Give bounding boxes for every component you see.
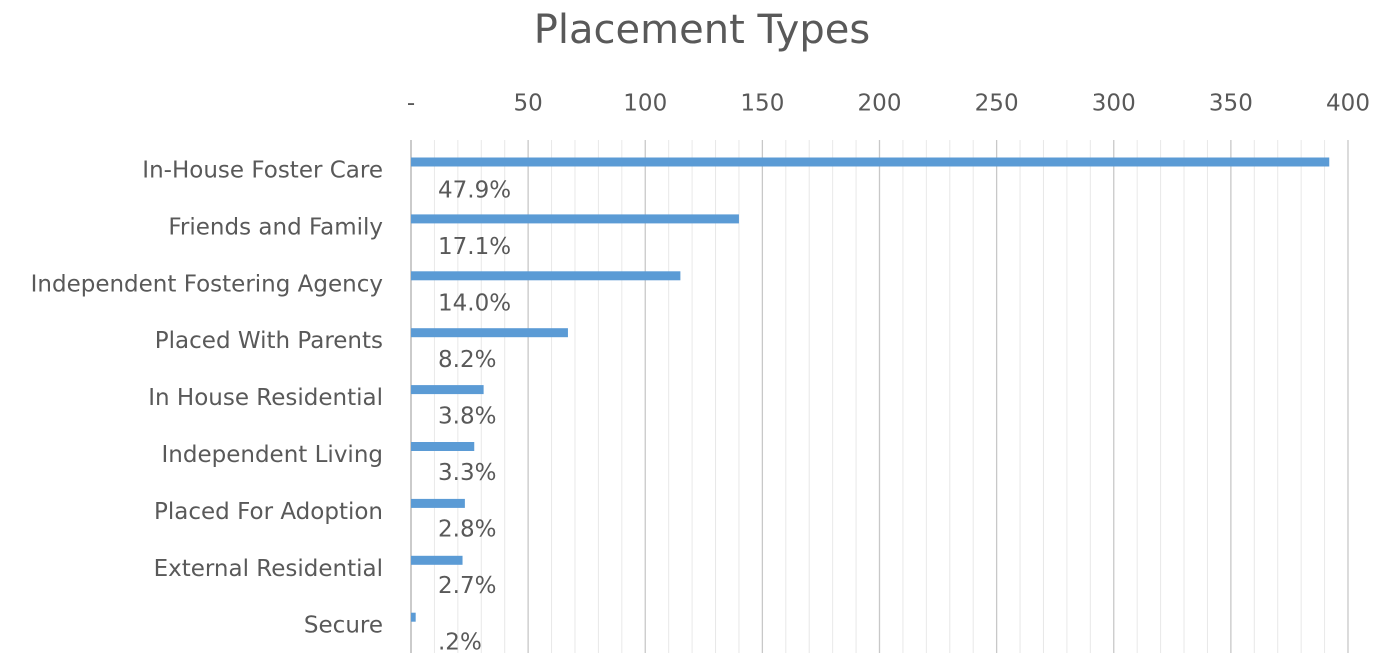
bar bbox=[411, 385, 484, 395]
bar bbox=[411, 214, 739, 224]
value-label: 14.0% bbox=[438, 291, 511, 317]
y-tick-label: Independent Fostering Agency bbox=[31, 271, 383, 297]
value-label: .2% bbox=[438, 630, 482, 653]
bar bbox=[411, 612, 416, 622]
x-tick-label: 100 bbox=[623, 91, 667, 117]
bar bbox=[411, 498, 465, 508]
value-label: 8.2% bbox=[438, 347, 496, 373]
x-tick-label: 250 bbox=[975, 91, 1019, 117]
value-label: 3.8% bbox=[438, 404, 496, 430]
x-tick-label: 50 bbox=[513, 91, 542, 117]
x-tick-label: 350 bbox=[1209, 91, 1253, 117]
y-tick-label: Secure bbox=[304, 613, 383, 639]
value-label: 3.3% bbox=[438, 460, 496, 486]
bar bbox=[411, 328, 568, 338]
x-tick-label: 150 bbox=[740, 91, 784, 117]
chart-title: Placement Types bbox=[534, 7, 870, 53]
y-tick-label: In-House Foster Care bbox=[142, 158, 383, 184]
x-tick-label: 300 bbox=[1092, 91, 1136, 117]
value-label: 47.9% bbox=[438, 178, 511, 204]
bar bbox=[411, 271, 681, 281]
bar bbox=[411, 157, 1330, 167]
bar bbox=[411, 442, 475, 451]
value-label: 2.8% bbox=[438, 517, 496, 543]
y-tick-label: Friends and Family bbox=[168, 214, 383, 240]
y-tick-label: Placed For Adoption bbox=[154, 499, 383, 525]
bar bbox=[411, 555, 463, 565]
y-tick-label: External Residential bbox=[154, 556, 383, 582]
x-tick-label: - bbox=[407, 91, 415, 117]
x-tick-label: 200 bbox=[858, 91, 902, 117]
value-label: 2.7% bbox=[438, 573, 496, 599]
y-tick-label: In House Residential bbox=[148, 385, 383, 411]
y-tick-label: Placed With Parents bbox=[155, 328, 383, 354]
x-tick-label: 400 bbox=[1326, 91, 1370, 117]
y-tick-label: Independent Living bbox=[162, 442, 383, 468]
value-label: 17.1% bbox=[438, 234, 511, 260]
